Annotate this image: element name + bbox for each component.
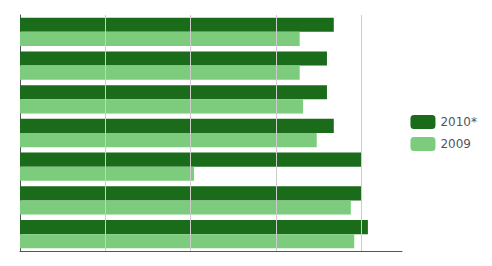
- svg-text:2009: 2009: [440, 137, 471, 151]
- svg-text:2010*: 2010*: [440, 115, 477, 129]
